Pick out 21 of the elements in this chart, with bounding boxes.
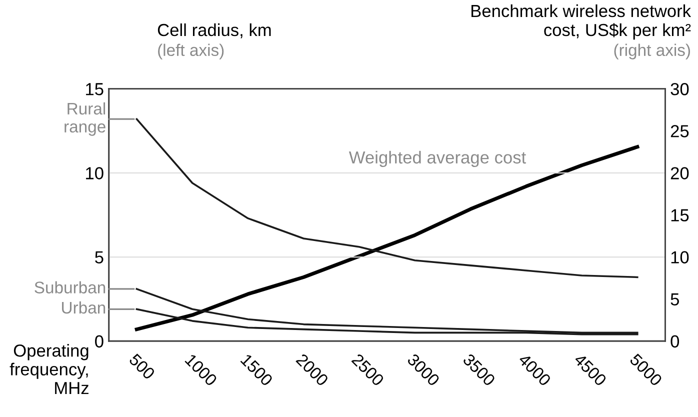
text: (right axis) — [614, 44, 690, 60]
y-tick-label: 0 — [95, 335, 104, 348]
series-label: Rural range — [64, 102, 106, 136]
y2-tick-label: 5 — [670, 293, 679, 306]
y-axis-title: Cell radius, km — [158, 23, 271, 38]
x-tick-label: 500 — [128, 353, 156, 380]
y2-tick-label: 25 — [670, 125, 689, 138]
y2-axis-title: Benchmark wireless network cost, US$k per km² — [472, 4, 692, 40]
text: (left axis) — [158, 44, 224, 60]
y-tick-label: 15 — [86, 83, 104, 96]
x-axis-title: Operating frequency, MHz — [10, 344, 88, 394]
series-label: Weighted average cost — [348, 150, 526, 168]
y2-tick-label: 15 — [671, 209, 689, 222]
y2-tick-label: 10 — [671, 251, 689, 264]
y2-tick-label: 20 — [670, 167, 689, 180]
series-label: Urban — [62, 301, 106, 314]
y2-tick-label: 30 — [670, 82, 689, 96]
y-tick-label: 5 — [95, 251, 104, 264]
y2-tick-label: 0 — [670, 335, 680, 348]
series-label: Suburban — [34, 281, 106, 294]
y-tick-label: 10 — [86, 167, 104, 180]
